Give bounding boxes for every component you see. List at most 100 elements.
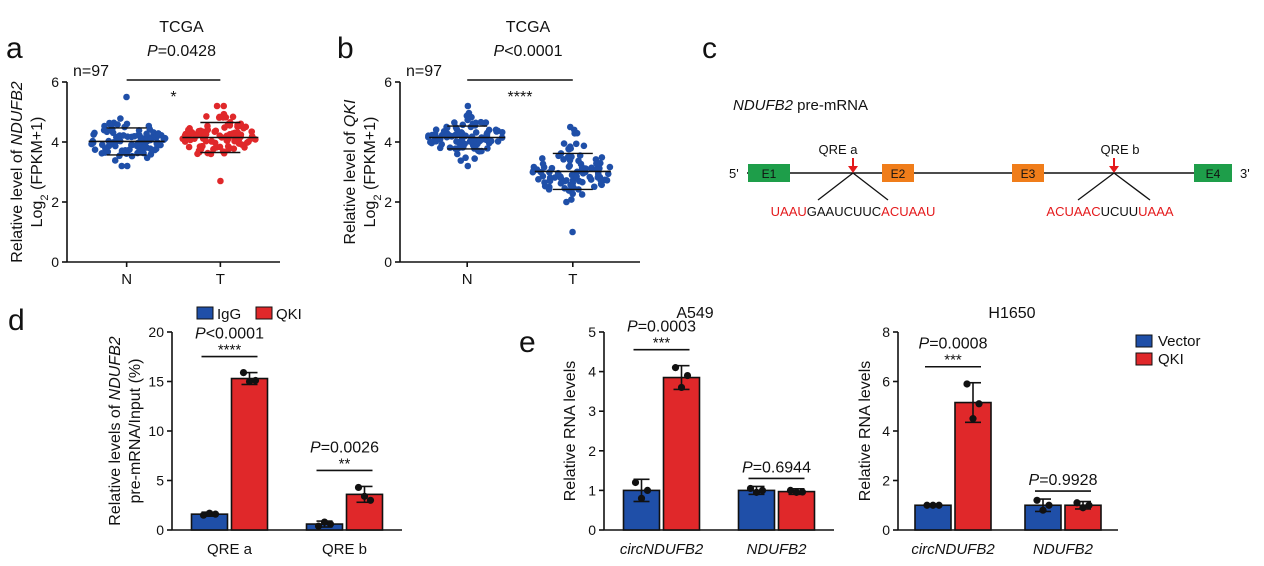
x-tick-label: N — [121, 271, 132, 288]
data-point — [492, 126, 500, 134]
data-point — [248, 128, 256, 135]
exon-label: E1 — [762, 167, 777, 181]
qre-b-sequence: ACUAACUCUUUAAA — [1046, 204, 1173, 219]
data-point — [204, 122, 211, 130]
replicate-point — [360, 492, 369, 500]
data-point — [223, 137, 231, 144]
qre-a-arrowhead — [848, 166, 858, 173]
data-point — [546, 176, 554, 184]
data-point — [136, 149, 144, 156]
qre-a-label: QRE a — [818, 142, 858, 157]
replicate-point — [1085, 501, 1093, 509]
y-tick-label: 5 — [588, 324, 596, 340]
data-point — [203, 113, 210, 120]
replicate-point — [975, 400, 983, 408]
data-point — [181, 138, 189, 145]
data-point — [123, 93, 130, 101]
bar-QKI-0 — [662, 376, 701, 531]
data-point — [476, 137, 484, 145]
data-point — [539, 160, 547, 168]
n-label: n=97 — [73, 63, 109, 80]
data-point — [155, 130, 162, 137]
data-point — [566, 162, 574, 170]
y-axis-label: Relative levels of NDUFB2 — [107, 336, 124, 526]
data-point — [197, 143, 205, 150]
x-tick-label: QRE a — [207, 541, 253, 558]
data-point — [98, 141, 106, 149]
pre-mrna-title: NDUFB2 pre-mRNA — [733, 97, 868, 114]
panel-letter-a: a — [6, 32, 23, 65]
panel-letter-d: d — [8, 304, 25, 337]
y-axis-label: Relative RNA levels — [562, 361, 579, 502]
panel-title-h1650: H1650 — [988, 305, 1035, 322]
replicate-point — [245, 377, 254, 386]
significance-stars: **** — [508, 89, 533, 106]
data-point — [459, 121, 467, 129]
panel-b-axis: 0 2 4 6 — [384, 74, 640, 270]
replicate-point — [1039, 506, 1047, 514]
data-point — [212, 127, 220, 135]
data-point — [145, 122, 153, 130]
replicate-point — [671, 364, 680, 372]
data-point — [101, 122, 108, 130]
data-point — [201, 135, 208, 142]
replicate-point — [677, 383, 686, 392]
replicate-point — [326, 520, 335, 528]
data-point — [462, 154, 469, 162]
data-point — [123, 120, 131, 128]
series-T-points — [179, 102, 259, 185]
series-N-points — [425, 102, 506, 170]
data-point — [208, 137, 216, 145]
data-point — [438, 140, 446, 148]
data-point — [240, 124, 247, 132]
panel-title-a549: A549 — [676, 305, 713, 322]
x-tick-label: QRE b — [322, 541, 367, 558]
panel-letter-b: b — [337, 32, 354, 65]
data-point — [123, 162, 131, 170]
data-point — [128, 141, 136, 149]
data-point — [117, 115, 124, 122]
data-point — [217, 177, 224, 185]
data-point — [567, 181, 574, 189]
bar-Vector-1 — [737, 489, 776, 531]
legend-label-qki: QKI — [1158, 351, 1184, 368]
x-tick-label: T — [568, 271, 577, 288]
data-point — [147, 136, 154, 144]
data-point — [213, 144, 220, 151]
qre-a-sequence: UAAUGAAUCUUCACUAAU — [771, 204, 936, 219]
legend-swatch-igg — [196, 306, 214, 320]
data-point — [116, 137, 124, 144]
replicate-point — [935, 501, 943, 509]
y-tick-label: 3 — [588, 403, 596, 419]
data-point — [471, 122, 479, 129]
data-point — [548, 164, 556, 172]
y-axis-unit-label: Log2 (FPKM+1) — [29, 117, 51, 228]
data-point — [529, 168, 537, 176]
data-point — [464, 102, 472, 110]
replicate-point — [1045, 501, 1053, 509]
data-point — [143, 130, 150, 138]
p-value-label: P=0.6944 — [742, 459, 811, 476]
y-tick-label: 5 — [156, 473, 164, 489]
data-point — [597, 176, 604, 184]
exon-E1 — [748, 164, 790, 182]
data-point — [578, 191, 586, 198]
data-point — [427, 138, 434, 146]
data-point — [98, 150, 106, 157]
y-tick-label: 0 — [882, 522, 890, 538]
x-tick-label: circNDUFB2 — [911, 541, 995, 558]
y-tick-label: 4 — [588, 364, 596, 380]
data-point — [213, 102, 221, 110]
data-point — [471, 155, 478, 162]
data-point — [196, 148, 203, 156]
data-point — [135, 127, 143, 134]
source-label: TCGA — [159, 19, 204, 36]
y-tick-label: 4 — [384, 134, 392, 150]
data-point — [557, 180, 565, 187]
data-point — [136, 132, 143, 139]
data-point — [120, 132, 127, 139]
replicate-point — [786, 486, 795, 494]
data-point — [483, 130, 491, 138]
qre-b-arrowhead — [1109, 166, 1119, 173]
significance-stars: **** — [218, 342, 242, 359]
